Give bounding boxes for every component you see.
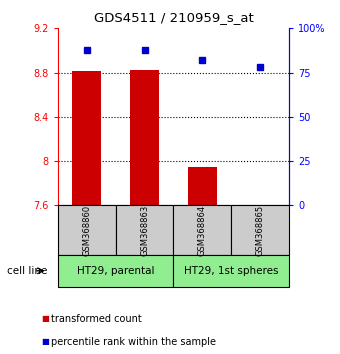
Bar [188, 167, 217, 205]
Text: GSM368864: GSM368864 [198, 205, 207, 256]
Text: transformed count: transformed count [51, 314, 142, 324]
Bar [72, 72, 101, 205]
Text: cell line: cell line [7, 266, 47, 276]
Title: GDS4511 / 210959_s_at: GDS4511 / 210959_s_at [94, 11, 253, 24]
Text: ■: ■ [41, 337, 49, 346]
Text: percentile rank within the sample: percentile rank within the sample [51, 337, 216, 347]
Text: GSM368863: GSM368863 [140, 205, 149, 256]
Text: ■: ■ [41, 314, 49, 323]
Text: GSM368860: GSM368860 [82, 205, 91, 256]
Text: HT29, 1st spheres: HT29, 1st spheres [184, 266, 278, 276]
Bar [130, 70, 159, 205]
Text: GSM368865: GSM368865 [256, 205, 265, 256]
Text: HT29, parental: HT29, parental [77, 266, 154, 276]
